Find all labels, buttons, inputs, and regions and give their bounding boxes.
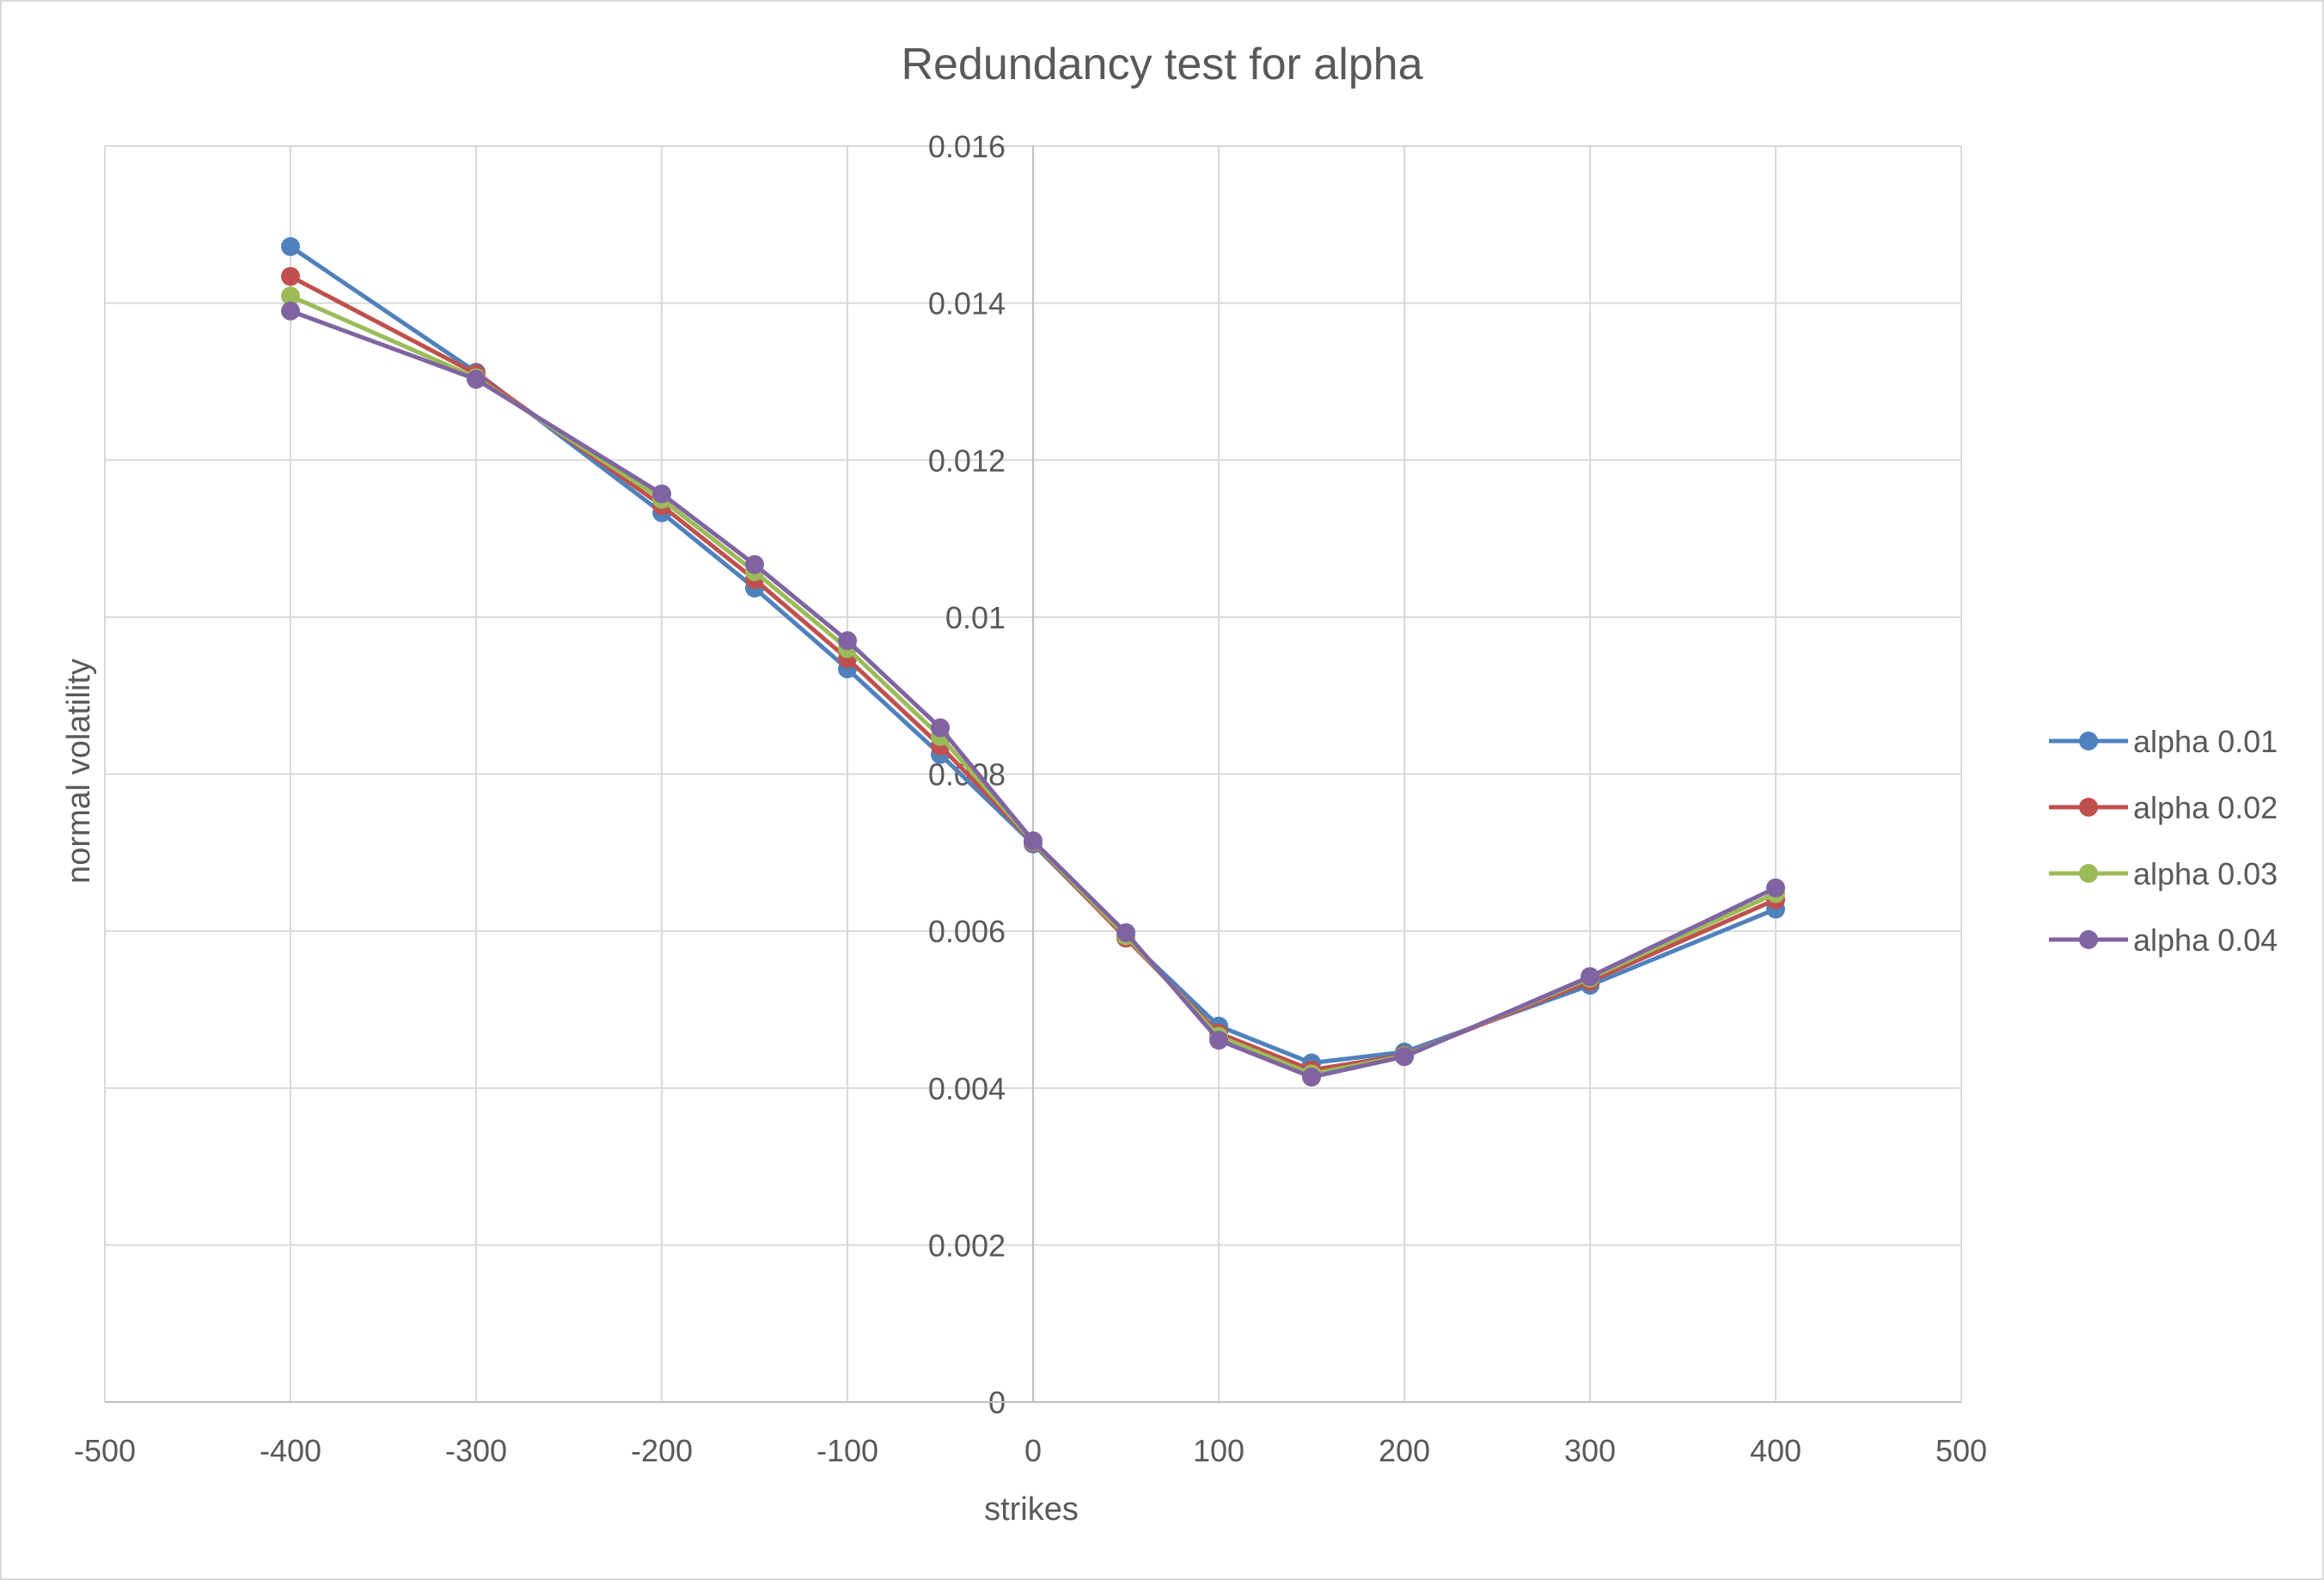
legend-label: alpha 0.04: [2133, 922, 2278, 958]
axes: -500 -400 -300 -200 -100 0 100 200 300 400 50000.0…: [74, 129, 1987, 1468]
legend-item: alpha 0.04: [2049, 922, 2278, 958]
data-point: [1116, 922, 1135, 942]
y-tick-label: 0.002: [928, 1228, 1006, 1263]
data-point: [1766, 878, 1785, 897]
y-tick-label: 0.004: [928, 1071, 1006, 1106]
x-tick-label: -400: [260, 1433, 321, 1468]
data-point: [1395, 1047, 1414, 1067]
x-axis-title: strikes: [984, 1491, 1079, 1528]
legend-marker: [2079, 732, 2098, 750]
x-tick-label: -200: [631, 1433, 693, 1468]
data-point: [281, 286, 300, 306]
legend-label: alpha 0.03: [2133, 856, 2278, 891]
legend-marker: [2079, 930, 2098, 949]
data-point: [1209, 1031, 1228, 1050]
x-tick-label: -100: [816, 1433, 878, 1468]
legend-label: alpha 0.02: [2133, 790, 2278, 825]
data-point: [281, 266, 300, 286]
x-tick-label: 500: [1936, 1433, 1987, 1468]
x-tick-label: -300: [445, 1433, 507, 1468]
data-point: [652, 484, 671, 504]
x-tick-label: 400: [1750, 1433, 1801, 1468]
legend: alpha 0.01 alpha 0.02 alpha 0.03 alpha 0.04: [2049, 724, 2278, 958]
x-tick-label: 200: [1379, 1433, 1430, 1468]
legend-label: alpha 0.01: [2133, 724, 2278, 759]
data-point: [838, 631, 857, 651]
x-tick-label: -500: [74, 1433, 136, 1468]
series-group: [281, 236, 1785, 1087]
data-point: [1581, 967, 1599, 987]
legend-item: alpha 0.02: [2049, 790, 2278, 825]
y-tick-label: 0.012: [928, 443, 1006, 478]
data-point: [745, 554, 764, 574]
legend-item: alpha 0.01: [2049, 724, 2278, 759]
y-tick-label: 0.006: [928, 914, 1006, 949]
chart-title: Redundancy test for alpha: [901, 40, 1422, 89]
legend-marker: [2079, 798, 2098, 817]
data-point: [467, 370, 486, 389]
y-tick-label: 0.01: [945, 600, 1006, 635]
data-point: [1024, 831, 1043, 851]
y-tick-label: 0.016: [928, 129, 1006, 164]
y-axis-title: normal volatility: [61, 658, 97, 884]
x-tick-label: 300: [1564, 1433, 1616, 1468]
legend-marker: [2079, 864, 2098, 883]
y-tick-label: 0.014: [928, 286, 1006, 322]
series-alpha-0-04: [281, 301, 1785, 1087]
x-tick-label: 100: [1193, 1433, 1245, 1468]
data-point: [281, 236, 300, 256]
data-point: [931, 718, 950, 738]
data-point: [281, 301, 300, 321]
data-point: [1302, 1067, 1321, 1087]
legend-item: alpha 0.03: [2049, 856, 2278, 891]
x-tick-label: 0: [1024, 1433, 1042, 1468]
